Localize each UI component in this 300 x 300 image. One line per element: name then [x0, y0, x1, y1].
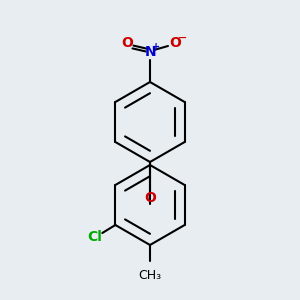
Text: CH₃: CH₃ — [138, 269, 162, 282]
Text: +: + — [152, 42, 160, 52]
Text: O: O — [144, 191, 156, 205]
Text: Cl: Cl — [87, 230, 102, 244]
Text: −: − — [178, 33, 188, 43]
Text: O: O — [121, 36, 133, 50]
Text: O: O — [169, 36, 181, 50]
Text: N: N — [145, 45, 157, 59]
